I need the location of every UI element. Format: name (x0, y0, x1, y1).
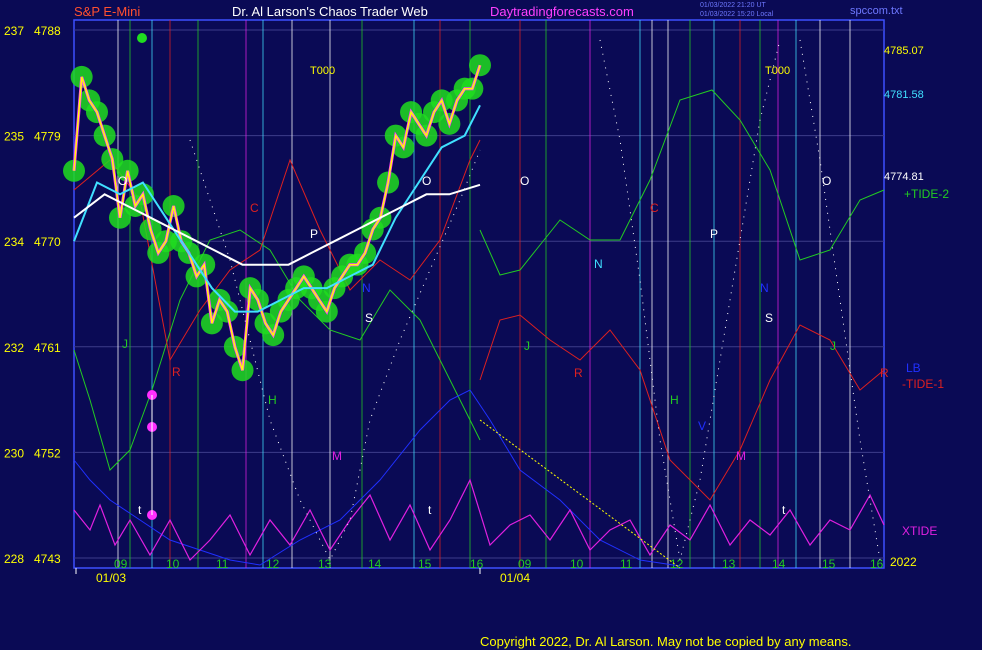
x-hour-label: 15 (418, 557, 432, 571)
x-hour-label: 16 (870, 557, 884, 571)
timing-letter: t (428, 503, 432, 517)
timing-letter: V (698, 419, 706, 433)
y-tick-inner: 4779 (34, 130, 61, 144)
copyright-text: Copyright 2022, Dr. Al Larson. May not b… (480, 634, 852, 649)
x-hour-label: 13 (722, 557, 736, 571)
tide2-left (73, 229, 481, 471)
tide2-right (479, 89, 885, 276)
timing-letter: P (710, 227, 718, 241)
timing-letter: O (822, 174, 831, 188)
right-value-label: 4785.07 (884, 45, 924, 57)
series-label: LB (906, 361, 921, 375)
timing-letter: J (830, 339, 836, 353)
x-hour-label: 10 (166, 557, 180, 571)
timestamp-ut: 01/03/2022 21:20 UT (700, 2, 766, 9)
file-tag: spccom.txt (850, 5, 903, 17)
dotted-trend (189, 139, 481, 562)
x-hour-label: 14 (368, 557, 382, 571)
series-label: -TIDE-1 (902, 377, 944, 391)
projection-line (479, 419, 681, 569)
year-label: 2022 (890, 555, 917, 569)
y-tick-inner: 4761 (34, 341, 61, 355)
site-link[interactable]: Daytradingforecasts.com (490, 4, 634, 19)
timing-letter: N (594, 257, 603, 271)
x-hour-label: 12 (670, 557, 684, 571)
timing-letter: P (310, 227, 318, 241)
x-date-label: 01/03 (96, 571, 126, 585)
chart-title: Dr. Al Larson's Chaos Trader Web (232, 4, 428, 19)
timestamp-local: 01/03/2022 15:20 Local (700, 11, 774, 18)
timing-letter: R (574, 366, 583, 380)
timing-letter: O (422, 174, 431, 188)
xtide-line (73, 478, 885, 562)
x-hour-label: 10 (570, 557, 584, 571)
series-label: XTIDE (902, 524, 937, 538)
tide1-right (479, 314, 885, 501)
ma-slow-line (73, 183, 481, 266)
instrument-title: S&P E-Mini (74, 4, 141, 19)
dotted-trend (599, 39, 781, 561)
x-hour-label: 12 (266, 557, 280, 571)
timing-letter: H (268, 393, 277, 407)
timing-letter: t (138, 503, 142, 517)
timing-letter: O (118, 174, 127, 188)
timing-letter: R (880, 366, 889, 380)
x-hour-label: 13 (318, 557, 332, 571)
price-line (73, 64, 481, 371)
x-hour-label: 14 (772, 557, 786, 571)
event-marker (137, 33, 147, 43)
ma-fast-line (73, 104, 481, 313)
y-tick-outer: 232 (4, 341, 24, 355)
timing-letter: N (760, 281, 769, 295)
y-tick-inner: 4788 (34, 24, 61, 38)
y-tick-inner: 4752 (34, 446, 61, 460)
x-hour-label: 16 (470, 557, 484, 571)
dotted-trend (799, 39, 881, 561)
y-tick-inner: 4743 (34, 552, 61, 566)
timing-letter: C (650, 201, 659, 215)
x-date-label: 01/04 (500, 571, 530, 585)
y-tick-outer: 230 (4, 446, 24, 460)
timing-letter: N (362, 281, 371, 295)
lb-line (73, 389, 681, 567)
cycle-marker: T000 (310, 65, 335, 77)
timing-letter: M (332, 449, 342, 463)
timing-letter: R (172, 365, 181, 379)
y-tick-inner: 4770 (34, 235, 61, 249)
y-tick-outer: 234 (4, 235, 24, 249)
timing-letter: S (365, 311, 373, 325)
right-value-label: 4774.81 (884, 171, 924, 183)
timing-letter: t (782, 503, 786, 517)
x-hour-label: 09 (518, 557, 532, 571)
timing-letter: M (736, 449, 746, 463)
series-label: +TIDE-2 (904, 187, 949, 201)
y-tick-outer: 237 (4, 24, 24, 38)
timing-letter: J (122, 337, 128, 351)
timing-letter: O (520, 174, 529, 188)
plot-frame (73, 19, 885, 569)
y-tick-outer: 235 (4, 130, 24, 144)
timing-letter: H (670, 393, 679, 407)
timing-letter: J (524, 339, 530, 353)
x-hour-label: 11 (620, 557, 633, 571)
x-hour-label: 09 (114, 557, 128, 571)
cycle-marker: T000 (765, 65, 790, 77)
y-tick-outer: 228 (4, 552, 24, 566)
timing-letter: C (250, 201, 259, 215)
right-value-label: 4781.58 (884, 89, 924, 101)
x-hour-label: 11 (216, 557, 229, 571)
x-hour-label: 15 (822, 557, 836, 571)
timing-letter: S (765, 311, 773, 325)
